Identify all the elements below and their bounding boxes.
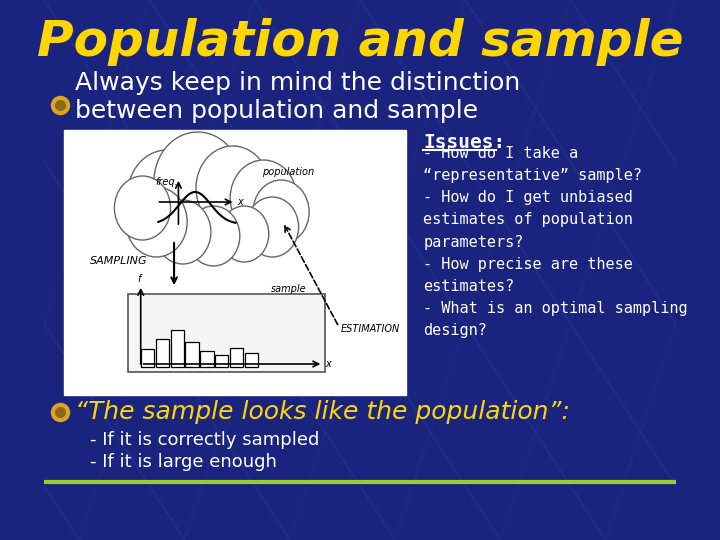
Text: sample: sample — [271, 284, 306, 294]
Circle shape — [220, 206, 269, 262]
FancyBboxPatch shape — [215, 355, 228, 367]
Text: x: x — [237, 197, 243, 207]
FancyBboxPatch shape — [156, 339, 168, 367]
Circle shape — [246, 197, 299, 257]
Text: “The sample looks like the population”:: “The sample looks like the population”: — [75, 400, 570, 424]
Text: SAMPLING: SAMPLING — [90, 256, 148, 266]
FancyBboxPatch shape — [140, 349, 154, 367]
FancyBboxPatch shape — [245, 353, 258, 367]
Circle shape — [230, 160, 297, 236]
FancyBboxPatch shape — [230, 348, 243, 367]
Circle shape — [114, 176, 171, 240]
Text: f: f — [138, 274, 140, 284]
FancyBboxPatch shape — [200, 351, 214, 367]
Text: Population and sample: Population and sample — [37, 18, 683, 66]
Text: - How do I take a
“representative” sample?
- How do I get unbiased
estimates of : - How do I take a “representative” sampl… — [423, 146, 688, 338]
Text: - If it is correctly sampled: - If it is correctly sampled — [90, 431, 319, 449]
Text: x: x — [325, 359, 330, 369]
Circle shape — [155, 200, 211, 264]
Text: population: population — [262, 167, 314, 177]
Circle shape — [253, 180, 309, 244]
FancyBboxPatch shape — [186, 342, 199, 367]
Circle shape — [187, 206, 240, 266]
Circle shape — [196, 146, 270, 230]
Circle shape — [127, 150, 207, 240]
Circle shape — [154, 132, 242, 232]
Text: ESTIMATION: ESTIMATION — [341, 324, 400, 334]
Text: Always keep in mind the distinction
between population and sample: Always keep in mind the distinction betw… — [75, 71, 520, 123]
Text: - If it is large enough: - If it is large enough — [90, 453, 276, 471]
FancyBboxPatch shape — [127, 294, 325, 372]
FancyBboxPatch shape — [171, 330, 184, 367]
Text: freq.: freq. — [156, 177, 179, 187]
Circle shape — [126, 187, 187, 257]
FancyBboxPatch shape — [63, 130, 405, 395]
Text: Issues:: Issues: — [423, 132, 505, 152]
